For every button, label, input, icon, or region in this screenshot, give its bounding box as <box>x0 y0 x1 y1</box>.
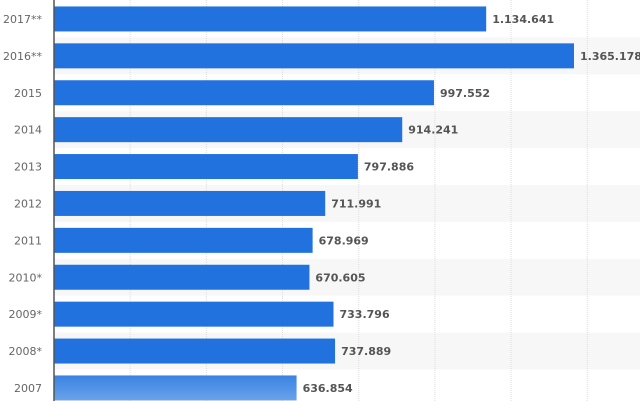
category-label: 2016** <box>3 50 42 63</box>
category-label: 2011 <box>14 234 42 247</box>
bar[interactable] <box>54 227 313 253</box>
bar[interactable] <box>54 6 487 32</box>
value-label: 711.991 <box>331 197 381 210</box>
value-label: 997.552 <box>440 87 490 100</box>
bar[interactable] <box>54 117 403 143</box>
category-label: 2013 <box>14 161 42 174</box>
category-label: 2007 <box>14 382 42 395</box>
value-label: 1.134.641 <box>492 13 554 26</box>
value-label: 678.969 <box>319 234 369 247</box>
value-label: 737.889 <box>341 345 391 358</box>
category-label: 2017** <box>3 13 42 26</box>
value-label: 1.365.178 <box>580 50 640 63</box>
category-label: 2014 <box>14 124 42 137</box>
category-label: 2012 <box>14 197 42 210</box>
bar[interactable] <box>54 338 336 364</box>
value-label: 733.796 <box>340 308 390 321</box>
value-label: 914.241 <box>408 124 458 137</box>
value-label: 670.605 <box>315 271 365 284</box>
bar[interactable] <box>54 375 297 401</box>
category-label: 2010* <box>9 271 43 284</box>
value-label: 797.886 <box>364 161 414 174</box>
bar[interactable] <box>54 154 358 180</box>
value-labels: 1.134.641 1.365.178 997.552 914.241 797.886 7… <box>303 13 640 395</box>
category-label: 2009* <box>9 308 43 321</box>
bar[interactable] <box>54 190 326 216</box>
bar[interactable] <box>54 301 334 327</box>
category-labels: 2017** 2016** 2015 2014 2013 2012 2011 2010* 200… <box>3 13 42 395</box>
bars <box>54 6 574 401</box>
category-label: 2008* <box>9 345 43 358</box>
bar[interactable] <box>54 264 310 290</box>
value-label: 636.854 <box>303 382 353 395</box>
bar[interactable] <box>54 80 434 106</box>
category-label: 2015 <box>14 87 42 100</box>
bar[interactable] <box>54 43 574 69</box>
